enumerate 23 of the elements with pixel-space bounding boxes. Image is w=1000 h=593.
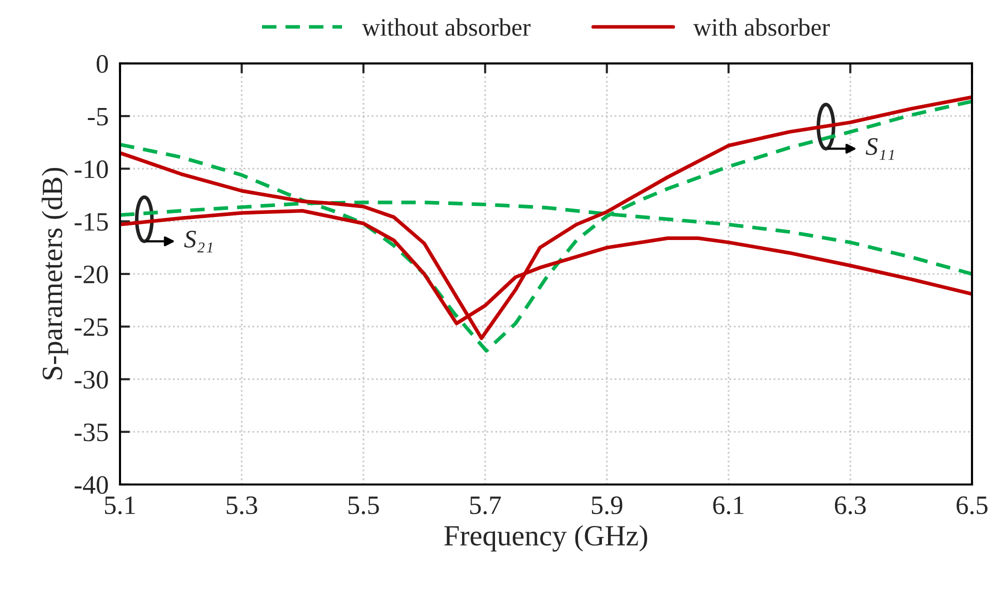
x-axis-title: Frequency (GHz) [444, 525, 648, 552]
y-tick-label: -30 [74, 370, 108, 389]
y-tick-label: 0 [96, 55, 108, 73]
legend-label: with absorber [693, 18, 830, 36]
y-tick-label: -40 [74, 476, 108, 494]
x-tick-label: 6.3 [834, 496, 866, 514]
y-tick-label: -15 [74, 213, 108, 231]
y-tick-label: -20 [74, 266, 108, 284]
y-tick-label: -35 [74, 424, 108, 442]
x-tick-label: 5.5 [348, 496, 379, 514]
y-tick-label: -5 [88, 108, 108, 126]
x-tick-label: 5.9 [592, 496, 622, 514]
y-axis-title: S-parameters (dB) [42, 168, 68, 380]
y-tick-label: -10 [74, 160, 108, 178]
y-tick-label: -25 [74, 318, 108, 336]
legend-label: without absorber [362, 18, 530, 36]
x-tick-label: 5.1 [105, 496, 135, 514]
x-tick-label: 5.3 [226, 496, 258, 514]
x-tick-label: 6.5 [956, 496, 988, 514]
annotation: S₂₁ [184, 230, 212, 252]
x-tick-label: 5.7 [470, 496, 501, 514]
x-tick-label: 6.1 [713, 496, 744, 514]
annotation: S₁₁ [866, 138, 894, 160]
